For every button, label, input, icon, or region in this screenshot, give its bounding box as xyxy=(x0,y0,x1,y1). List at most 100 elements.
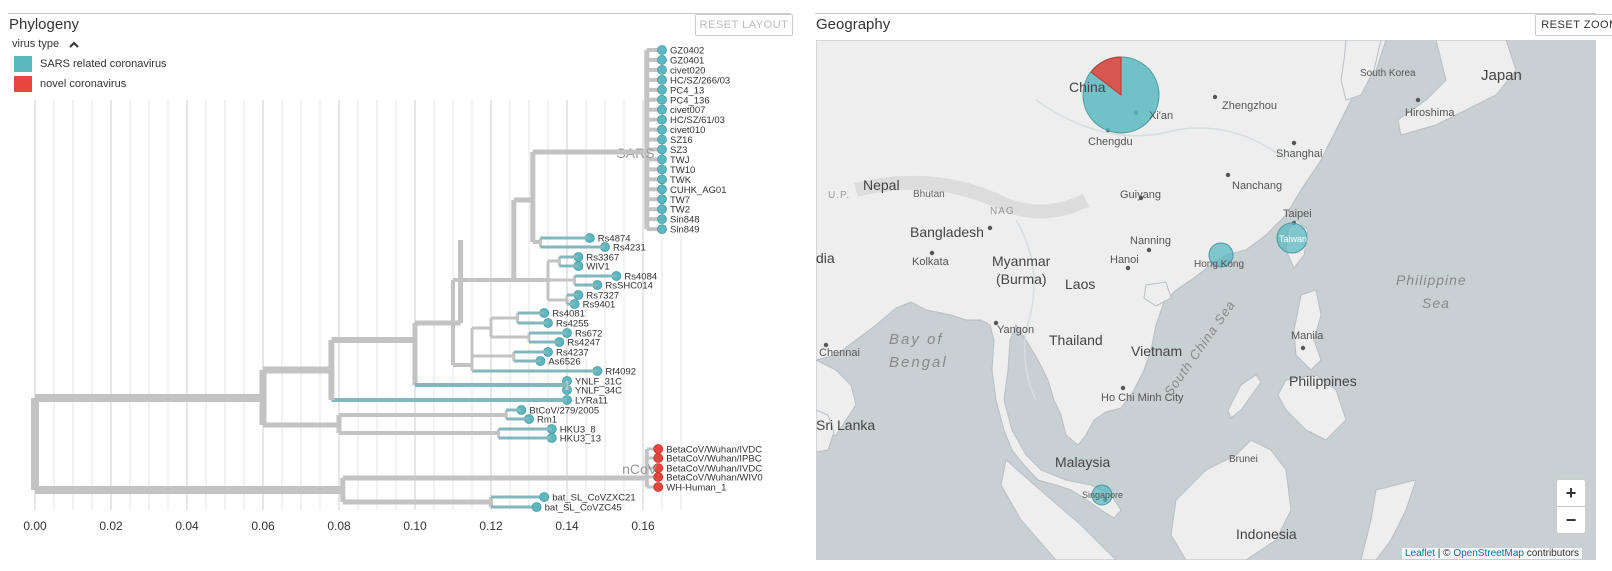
tip-node[interactable] xyxy=(653,472,664,482)
axis-tick-label: 0.06 xyxy=(251,519,275,533)
axis-tick-label: 0.00 xyxy=(23,519,47,533)
tip-label: bat_SL_CoVZXC21 xyxy=(552,493,635,504)
legend-swatch-sars xyxy=(14,56,32,72)
tip-label: TW7 xyxy=(670,195,690,206)
tip-label: civet010 xyxy=(670,125,705,136)
leaflet-link[interactable]: Leaflet xyxy=(1405,548,1436,559)
tip-node[interactable] xyxy=(657,124,667,135)
map-label-shanghai: Shanghai xyxy=(1276,148,1323,160)
map-label-indonesia: Indonesia xyxy=(1236,526,1297,542)
map-label-myanmar: Myanmar xyxy=(992,253,1051,269)
map-label-dia: dia xyxy=(816,250,835,266)
geography-title: Geography xyxy=(816,16,891,33)
tip-label: SZ3 xyxy=(670,145,687,156)
tip-label: civet020 xyxy=(670,65,705,76)
tip-label: GZ0401 xyxy=(670,55,704,66)
openstreetmap-link[interactable]: OpenStreetMap xyxy=(1453,548,1524,559)
map-label-chengdu: Chengdu xyxy=(1088,136,1133,148)
legend-item-ncov[interactable]: novel coronavirus xyxy=(14,76,126,92)
tip-label: PC4_136 xyxy=(670,95,710,106)
tip-label: BetaCoV/Wuhan/IPBC xyxy=(666,454,762,465)
phylogeny-divider xyxy=(8,13,791,14)
china-pie-marker xyxy=(1082,56,1160,134)
attribution-contributors: contributors xyxy=(1523,548,1579,559)
axis-tick-label: 0.10 xyxy=(403,519,427,533)
map-label-hcmc: Ho Chi Minh City xyxy=(1101,392,1184,404)
tip-label: LYRa11 xyxy=(575,396,608,407)
tip-label: Sin848 xyxy=(670,215,700,226)
legend-title: virus type xyxy=(12,38,60,50)
tip-node[interactable] xyxy=(657,214,667,225)
map-label-philippines: Philippines xyxy=(1289,373,1357,389)
map-label-nag: NAG xyxy=(990,206,1015,217)
map-label-bay-1: Bay of xyxy=(889,331,944,348)
tip-node[interactable] xyxy=(657,55,667,65)
tip-label: HC/SZ/61/03 xyxy=(670,115,725,126)
tip-node[interactable] xyxy=(657,104,667,115)
tip-node[interactable] xyxy=(657,94,667,105)
map-label-xian: Xi'an xyxy=(1149,110,1174,122)
hong-kong-marker xyxy=(1208,242,1234,268)
tip-label: Rs672 xyxy=(575,329,602,340)
tip-node[interactable] xyxy=(657,184,667,195)
tip-label: Rs4255 xyxy=(556,319,589,330)
map-label-laos: Laos xyxy=(1065,276,1096,292)
map-label-philippine-sea-1: Philippine xyxy=(1396,272,1467,288)
map-label-malaysia: Malaysia xyxy=(1055,454,1111,470)
tip-node[interactable] xyxy=(657,64,667,75)
reset-zoom-button[interactable]: RESET ZOOM xyxy=(1535,14,1612,36)
tip-node[interactable] xyxy=(653,453,664,463)
tip-label: Rs7327 xyxy=(586,291,619,302)
map-label-nanchang: Nanchang xyxy=(1232,180,1283,192)
map-label-nepal: Nepal xyxy=(863,177,900,193)
map-label-up: U.P. xyxy=(828,190,851,201)
tip-node[interactable] xyxy=(657,45,667,55)
map-label-nanning: Nanning xyxy=(1130,235,1171,247)
tip-node[interactable] xyxy=(531,502,542,512)
tip-label: Rs4237 xyxy=(556,348,589,359)
tip-node[interactable] xyxy=(657,154,667,165)
tip-node[interactable] xyxy=(657,134,667,145)
tip-label: PC4_13 xyxy=(670,85,704,96)
tip-label: WIV1 xyxy=(586,262,609,273)
map-label-bangladesh: Bangladesh xyxy=(910,224,984,240)
tip-node[interactable] xyxy=(653,444,664,454)
tip-node[interactable] xyxy=(657,174,667,185)
geography-divider xyxy=(815,13,1596,14)
map-label-philippine-sea-2: Sea xyxy=(1422,295,1450,311)
geography-map[interactable]: South Korea Japan China Zhengzhou Hirosh… xyxy=(816,40,1596,560)
tip-node[interactable] xyxy=(657,84,667,95)
tip-label: Rs9401 xyxy=(583,300,616,311)
map-land xyxy=(816,40,1517,560)
tip-label: Sin849 xyxy=(670,225,700,236)
legend-toggle[interactable]: virus type xyxy=(12,38,79,50)
tip-node[interactable] xyxy=(657,194,667,205)
tip-node[interactable] xyxy=(657,224,667,235)
tip-node[interactable] xyxy=(539,492,550,502)
tip-node[interactable] xyxy=(657,164,667,175)
tip-label: WH-Human_1 xyxy=(666,483,726,494)
map-label-singapore: Singapore xyxy=(1082,490,1124,500)
axis-tick-label: 0.02 xyxy=(99,519,123,533)
zoom-in-button[interactable]: + xyxy=(1555,478,1587,508)
tip-node[interactable] xyxy=(657,204,667,215)
map-label-burma: (Burma) xyxy=(996,271,1047,287)
tip-label: As6526 xyxy=(548,357,580,368)
tip-label: BetaCoV/Wuhan/WIV0 xyxy=(666,473,762,484)
tip-node[interactable] xyxy=(657,144,667,155)
axis-tick-label: 0.14 xyxy=(555,519,579,533)
tip-node[interactable] xyxy=(657,74,667,85)
tip-node[interactable] xyxy=(653,482,664,492)
tip-label: BetaCoV/Wuhan/IVDC xyxy=(666,445,762,456)
tip-label: Rs4084 xyxy=(624,272,657,283)
legend-item-sars[interactable]: SARS related coronavirus xyxy=(14,56,167,72)
reset-layout-button[interactable]: RESET LAYOUT xyxy=(695,14,793,36)
tip-label: HC/SZ/266/03 xyxy=(670,75,730,86)
tip-label: CUHK_AG01 xyxy=(670,185,727,196)
tip-node[interactable] xyxy=(657,114,667,125)
map-label-hong-kong: Hong Kong xyxy=(1194,259,1245,270)
tip-label: RsSHC014 xyxy=(605,281,653,292)
axis-tick-label: 0.08 xyxy=(327,519,351,533)
zoom-out-button[interactable]: − xyxy=(1555,506,1587,535)
taiwan-marker xyxy=(1276,222,1308,254)
